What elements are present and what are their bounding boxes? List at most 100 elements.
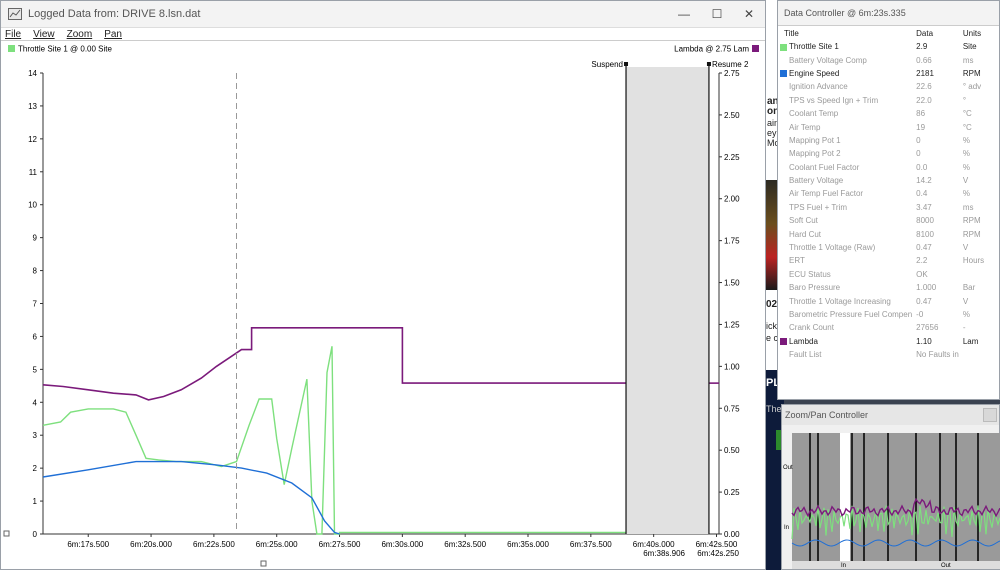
dc-row-title-cell: ECU Status: [778, 268, 914, 281]
menu-view[interactable]: View: [33, 28, 55, 40]
dc-row-data: 1.000: [916, 283, 937, 293]
close-button[interactable]: ✕: [734, 1, 764, 27]
dc-row-data: OK: [916, 269, 928, 279]
zp-close-button[interactable]: [983, 408, 997, 422]
dc-row-data: 22.0: [916, 95, 932, 105]
dc-row-title-cell: Coolant Fuel Factor: [778, 161, 914, 174]
dc-row-title: Air Temp Fuel Factor: [789, 189, 864, 199]
legend-left: Throttle Site 1 @ 0.00 Site: [18, 45, 112, 54]
menu-zoom[interactable]: Zoom: [66, 28, 93, 40]
dc-row-data: 0.66: [916, 55, 932, 65]
zp-series-engine-speed: [791, 539, 1000, 547]
y-left-tick-label: 1: [33, 497, 38, 506]
minimize-button[interactable]: —: [669, 1, 699, 27]
zp-viewport[interactable]: [840, 433, 850, 561]
dc-row-units: Hours: [962, 256, 985, 266]
dc-row-title: Battery Voltage: [789, 176, 844, 186]
zoom-pan-window: Zoom/Pan Controller In Out In Out: [781, 404, 1000, 570]
dc-row[interactable]: Baro Pressure 1.000 Bar: [778, 281, 999, 294]
y-left-tick-label: 6: [33, 332, 38, 341]
dc-table: Title Data Units Throttle Site 1 2.9 Site B…: [778, 26, 999, 361]
dc-row[interactable]: Engine Speed 2181 RPM: [778, 67, 999, 80]
x-tick-label: 6m:42s.500: [696, 540, 738, 549]
dc-row-units: %: [962, 310, 970, 319]
suspended-region: [626, 67, 709, 534]
zp-series-throttle: [791, 505, 1000, 540]
dc-row[interactable]: Hard Cut 8100 RPM: [778, 227, 999, 240]
dc-row[interactable]: Mapping Pot 2 0%: [778, 147, 999, 160]
dc-row[interactable]: Mapping Pot 1 0%: [778, 134, 999, 147]
bg-fragment: 024: [766, 299, 783, 310]
dc-row[interactable]: Throttle 1 Voltage (Raw) 0.47 V: [778, 241, 999, 254]
dc-row-title-cell: Mapping Pot 2: [778, 147, 914, 160]
dc-row-title: Fault List: [789, 350, 822, 360]
dc-row[interactable]: Barometric Pressure Fuel Compen -0%: [778, 308, 999, 321]
y-left-tick-label: 11: [29, 168, 38, 177]
dc-row[interactable]: Coolant Temp 86 °C: [778, 107, 999, 120]
dc-row[interactable]: TPS Fuel + Trim 3.47 ms: [778, 201, 999, 214]
dc-row-data: 2181: [916, 68, 934, 78]
dc-row-units: Bar: [962, 283, 976, 293]
dc-row[interactable]: Battery Voltage 14.2 V: [778, 174, 999, 187]
y-left-tick-label: 8: [33, 267, 38, 276]
zp-out-label-left: Out: [783, 465, 793, 471]
dc-row-units: Lam: [962, 336, 979, 346]
dc-row-units: V: [962, 176, 969, 186]
dc-row[interactable]: Air Temp 19 °C: [778, 120, 999, 133]
scroll-handle-left[interactable]: [3, 530, 10, 537]
dc-row-title-cell: Crank Count: [778, 321, 914, 334]
dc-row-units: ° adv: [962, 82, 982, 92]
dc-row-data: 0.4: [916, 189, 928, 199]
legend-right: Lambda @ 2.75 Lam: [674, 45, 749, 54]
y-left-tick-label: 0: [33, 530, 38, 539]
dc-row[interactable]: Fault List No Faults in: [778, 348, 999, 361]
dc-row-title: Coolant Temp: [789, 109, 839, 119]
dc-row[interactable]: Crank Count 27656 -: [778, 321, 999, 334]
menu-pan[interactable]: Pan: [104, 28, 122, 40]
dc-row[interactable]: TPS vs Speed Ign + Trim 22.0 °: [778, 94, 999, 107]
bg-fragment: PL: [766, 377, 781, 389]
marker-label: Suspend: [591, 60, 623, 69]
y-right-tick-label: 0.25: [724, 488, 740, 497]
app-icon: [8, 8, 22, 20]
series-color-swatch: [780, 338, 787, 346]
bg-fragment: e co: [766, 333, 784, 343]
zoom-pan-overview[interactable]: In Out In Out: [783, 425, 1000, 569]
marker-flag[interactable]: [706, 62, 711, 66]
x-tick-label: 6m:27s.500: [319, 540, 361, 549]
bg-fragment: on: [767, 106, 780, 117]
maximize-button[interactable]: ☐: [702, 1, 732, 27]
log-chart[interactable]: Throttle Site 1 @ 0.00 Site Lambda @ 2.7…: [1, 40, 765, 570]
y-right-tick-label: 0.75: [724, 404, 740, 413]
dc-row-title-cell: Barometric Pressure Fuel Compen: [778, 308, 914, 321]
dc-row-data: 86: [916, 109, 926, 119]
dc-row[interactable]: Soft Cut 8000 RPM: [778, 214, 999, 227]
dc-row[interactable]: Throttle 1 Voltage Increasing 0.47 V: [778, 294, 999, 307]
menu-file[interactable]: File: [5, 28, 22, 40]
dc-row[interactable]: ECU Status OK: [778, 268, 999, 281]
dc-col-data: Data: [916, 28, 934, 38]
x-tick-label: 6m:35s.000: [507, 540, 549, 549]
y-right-tick-label: 0.50: [724, 446, 740, 455]
dc-row[interactable]: Throttle Site 1 2.9 Site: [778, 40, 999, 53]
y-right-tick-label: 2.50: [724, 111, 740, 120]
dc-row-title-cell: Engine Speed: [778, 67, 914, 80]
dc-row[interactable]: ERT 2.2 Hours: [778, 254, 999, 267]
scroll-handle-bottom[interactable]: [260, 560, 267, 567]
dc-row[interactable]: Ignition Advance 22.6 ° adv: [778, 80, 999, 93]
dc-row-title-cell: TPS Fuel + Trim: [778, 201, 914, 214]
y-right-tick-label: 1.25: [724, 320, 740, 329]
dc-row[interactable]: Battery Voltage Comp 0.66 ms: [778, 53, 999, 66]
main-titlebar: Logged Data from: DRIVE 8.lsn.dat: [1, 1, 765, 28]
marker-flag[interactable]: [624, 62, 629, 66]
x-tick-label: 6m:25s.000: [256, 540, 298, 549]
dc-row-title: ECU Status: [789, 269, 831, 279]
dc-row-title: Throttle 1 Voltage (Raw): [789, 243, 876, 253]
dc-row-units: -: [962, 323, 966, 333]
dc-row[interactable]: Lambda 1.10 Lam: [778, 335, 999, 348]
dc-row-title-cell: Coolant Temp: [778, 107, 914, 120]
dc-row-data: -0: [916, 310, 924, 319]
dc-row[interactable]: Air Temp Fuel Factor 0.4%: [778, 187, 999, 200]
dc-row[interactable]: Coolant Fuel Factor 0.0%: [778, 161, 999, 174]
bg-fragment: ey (: [767, 128, 783, 138]
